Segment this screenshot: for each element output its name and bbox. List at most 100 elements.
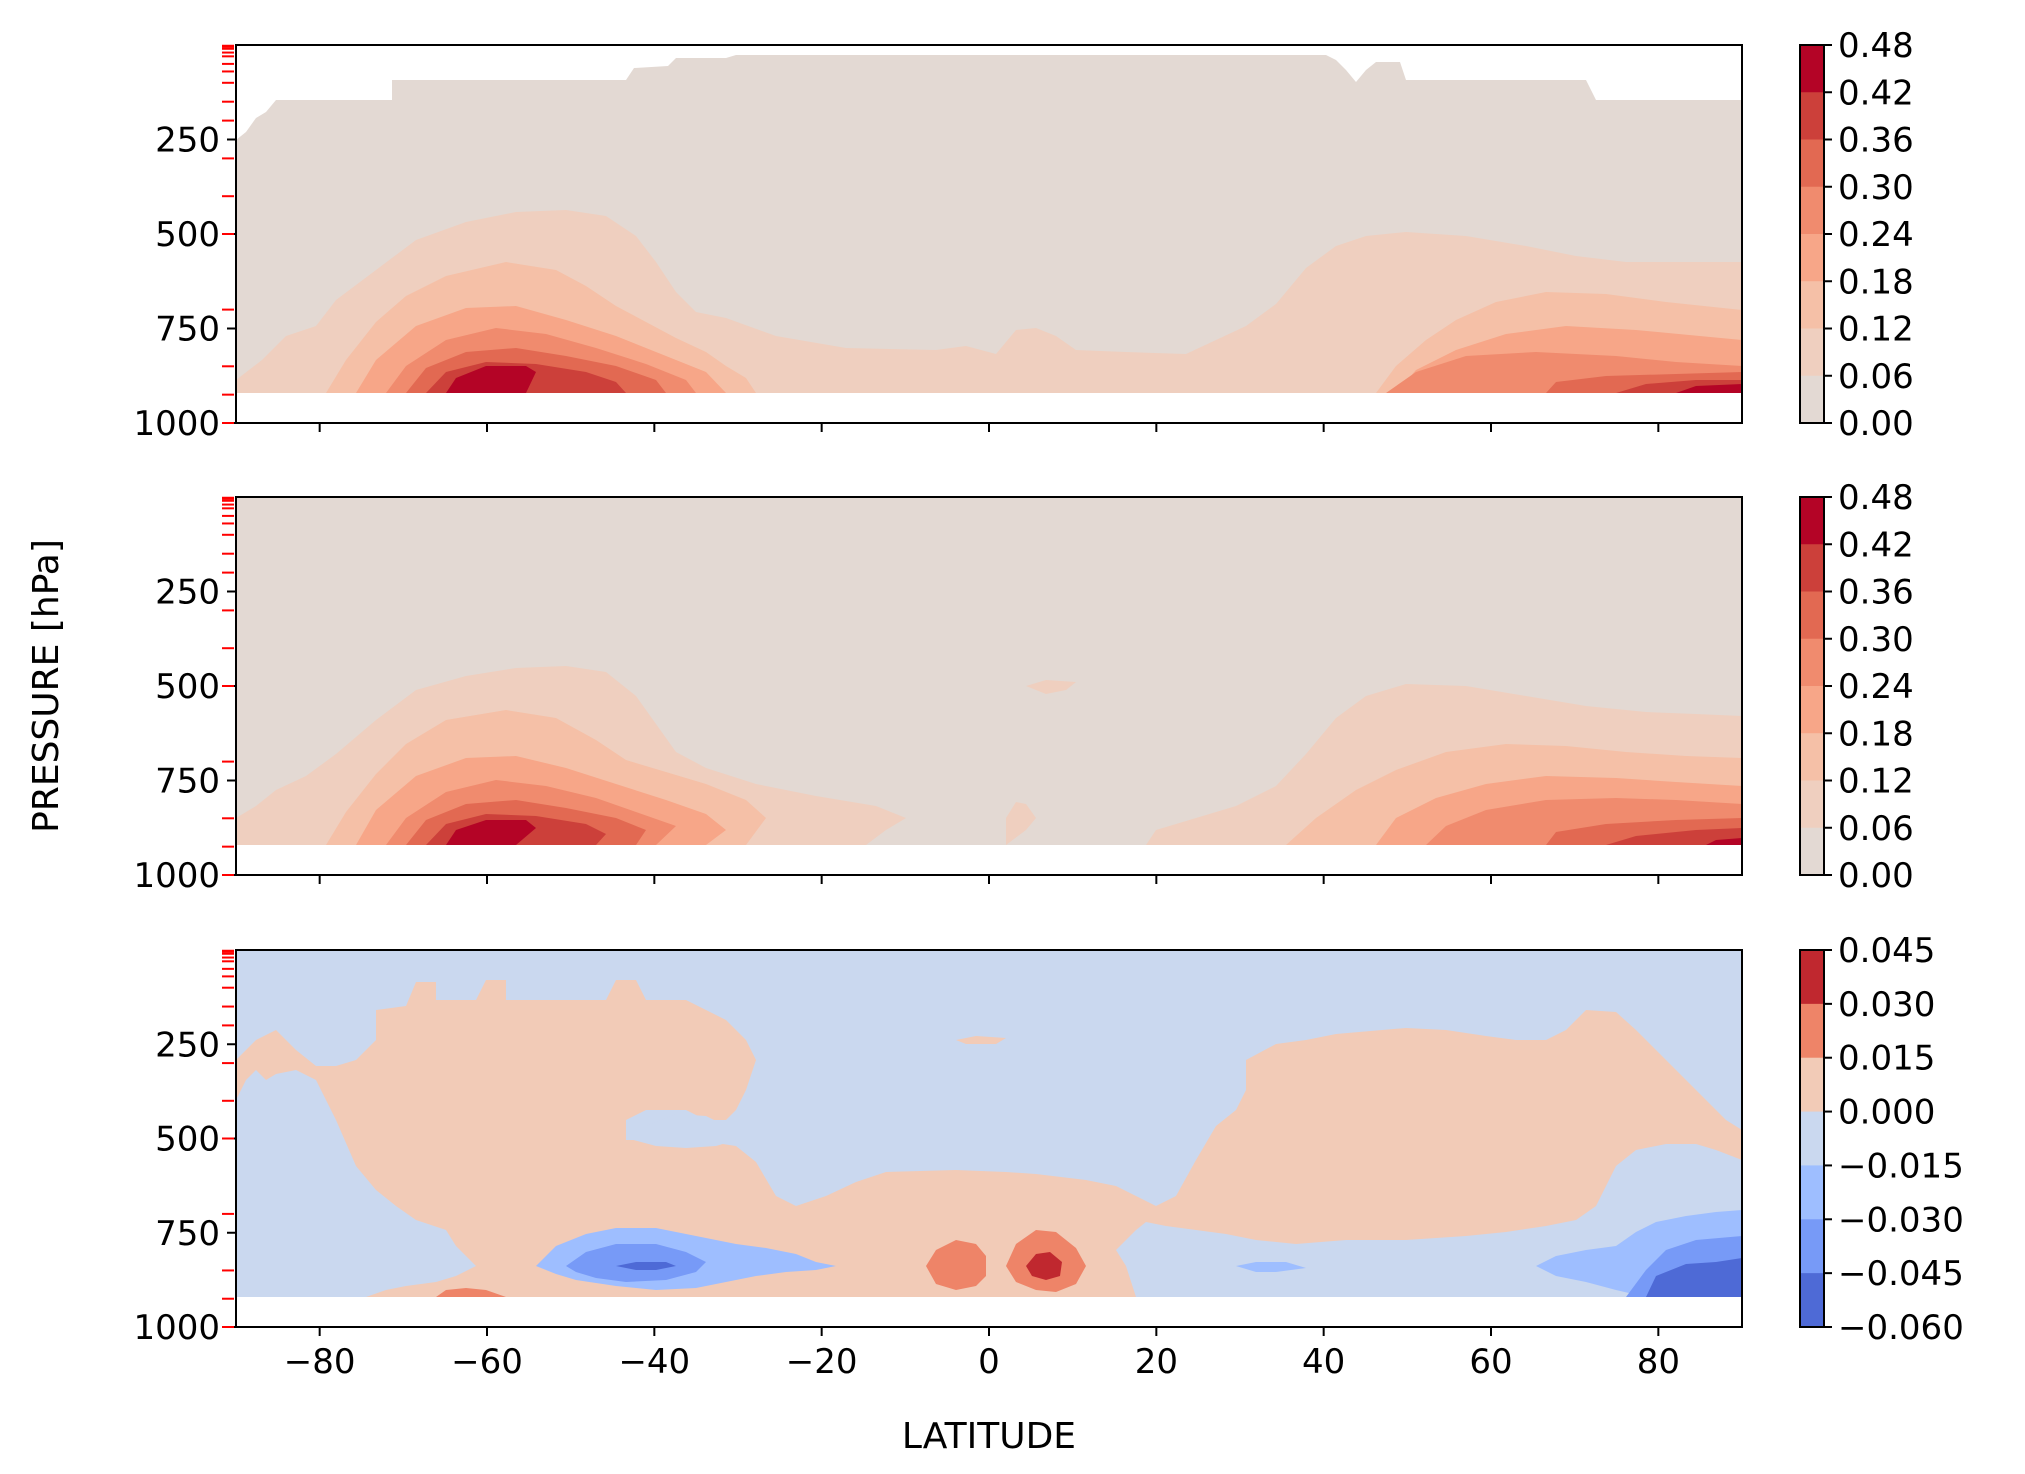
- panel-3-contour-level-neg3-right: [1646, 1258, 1742, 1297]
- y-tick-label: 500: [155, 667, 220, 707]
- panel-3-x-axis: −80 −60 −40 −20 0 20 40 60 80: [284, 1327, 1680, 1382]
- colorbar-segment: [1800, 544, 1824, 592]
- panel-1-frame: [235, 44, 1743, 424]
- panel-3-y-axis: 250 500 750 1000: [133, 949, 236, 1348]
- panel-1-contour-level-2: [326, 262, 1742, 393]
- y-tick-label: 1000: [133, 856, 220, 896]
- colorbar-tick-label: 0.24: [1838, 215, 1914, 255]
- colorbar-segment: [1800, 1057, 1824, 1113]
- colorbar-segment: [1800, 328, 1824, 377]
- colorbar-tick-label: 0.045: [1838, 931, 1935, 971]
- colorbar-tick-label: 0.06: [1838, 357, 1914, 397]
- x-tick-label: −20: [786, 1342, 858, 1382]
- colorbar-tick-label: 0.06: [1838, 809, 1914, 849]
- colorbar-tick-label: 0.00: [1838, 404, 1914, 444]
- y-tick-label: 1000: [133, 404, 220, 444]
- colorbar-tick-label: 0.12: [1838, 762, 1914, 802]
- colorbar-tick-label: −0.060: [1838, 1308, 1964, 1348]
- panel-3-contour-level-pos0: [236, 980, 1742, 1297]
- panel-2-contour-level-1b: [1026, 680, 1076, 694]
- colorbar-tick-label: −0.030: [1838, 1200, 1964, 1240]
- panel-3-contour-level-neg0-mid: [626, 1114, 736, 1148]
- y-tick-label: 500: [155, 1120, 220, 1160]
- colorbar-tick-label: 0.30: [1838, 620, 1914, 660]
- colorbar-tick-label: 0.48: [1838, 26, 1914, 66]
- panel-2-contour-level-6: [426, 814, 1742, 845]
- panel-2-x-axis: [318, 875, 1660, 884]
- colorbar-tick-label: 0.42: [1838, 525, 1914, 565]
- panel-3-contour-level-neg0-left: [236, 1070, 476, 1297]
- panel-3-colorbar: 0.045 0.030 0.015 0.000 −0.015 −0.030 −0.045 −0…: [1799, 931, 1964, 1348]
- colorbar-tick-label: 0.36: [1838, 121, 1914, 161]
- colorbar-segment: [1800, 139, 1824, 188]
- colorbar-segment: [1800, 497, 1824, 545]
- panel-3-contour-level-neg0-top: [756, 950, 1246, 1010]
- panel-2-contours: [236, 497, 1742, 845]
- y-tick-label: 500: [155, 215, 220, 255]
- colorbar-segment: [1800, 950, 1824, 1005]
- colorbar-tick-label: 0.30: [1838, 168, 1914, 208]
- colorbar-segment: [1800, 780, 1824, 829]
- panel-2-frame: [235, 496, 1743, 876]
- colorbar-segment: [1800, 591, 1824, 640]
- colorbar-tick-label: 0.030: [1838, 985, 1935, 1025]
- x-tick-label: −60: [451, 1342, 523, 1382]
- y-tick-label: 1000: [133, 1308, 220, 1348]
- panel-3: 250 500 750 1000 −80 −60 −40 −20 0 20 40 60 80 0.04…: [133, 931, 1963, 1382]
- colorbar-segment: [1800, 1003, 1824, 1059]
- x-tick-label: 40: [1302, 1342, 1345, 1382]
- colorbar-tick-label: 0.24: [1838, 667, 1914, 707]
- colorbar-tick-label: 0.48: [1838, 478, 1914, 518]
- colorbar-tick-label: 0.42: [1838, 73, 1914, 113]
- colorbar-tick-label: 0.18: [1838, 714, 1914, 754]
- colorbar-segment: [1800, 92, 1824, 140]
- panel-3-contour-level-neg3-left: [616, 1262, 676, 1270]
- colorbar-tick-label: −0.045: [1838, 1254, 1964, 1294]
- colorbar-segment: [1800, 1219, 1824, 1274]
- y-tick-label: 250: [155, 121, 220, 161]
- y-tick-label: 750: [155, 1214, 220, 1254]
- panel-1-contour-level-3: [356, 306, 1742, 393]
- colorbar-segment: [1800, 1165, 1824, 1220]
- panel-3-contour-level-pos0b: [956, 1036, 1006, 1044]
- colorbar-tick-label: 0.00: [1838, 856, 1914, 896]
- panel-2-colorbar: 0.48 0.42 0.36 0.30 0.24 0.18 0.12 0.06 0.00: [1799, 478, 1914, 896]
- x-tick-label: 20: [1135, 1342, 1178, 1382]
- colorbar-segment: [1800, 375, 1824, 424]
- x-tick-label: −40: [618, 1342, 690, 1382]
- colorbar-segment: [1800, 45, 1824, 93]
- colorbar-segment: [1800, 827, 1824, 876]
- colorbar-segment: [1800, 686, 1824, 734]
- panel-1-colorbar: 0.48 0.42 0.36 0.30 0.24 0.18 0.12 0.06 0.00: [1799, 26, 1914, 444]
- panel-1-contour-level-6: [426, 362, 1742, 393]
- panel-1-contours: [236, 55, 1742, 393]
- panel-3-contour-level-neg1-right: [1236, 1210, 1742, 1297]
- x-tick-label: 80: [1637, 1342, 1680, 1382]
- colorbar-tick-label: 0.18: [1838, 262, 1914, 302]
- panel-1-x-axis: [318, 423, 1660, 432]
- y-tick-label: 250: [155, 573, 220, 613]
- colorbar-segment: [1800, 1273, 1824, 1328]
- colorbar-tick-label: 0.000: [1838, 1093, 1935, 1133]
- colorbar-segment: [1800, 638, 1824, 687]
- colorbar-segment: [1800, 186, 1824, 235]
- panel-3-frame: [235, 949, 1743, 1328]
- y-tick-label: 250: [155, 1025, 220, 1065]
- colorbar-tick-label: −0.015: [1838, 1146, 1964, 1186]
- panel-3-contour-level-pos1: [436, 1230, 1086, 1297]
- panel-2-y-axis: 250 500 750 1000: [133, 496, 236, 896]
- panel-3-contour-level-pos2: [1026, 1252, 1062, 1280]
- colorbar-tick-label: 0.36: [1838, 573, 1914, 613]
- y-tick-label: 750: [155, 310, 220, 350]
- panel-3-contours: [236, 950, 1742, 1297]
- panel-2-contour-level-3: [356, 756, 1742, 845]
- colorbar-tick-label: 0.12: [1838, 310, 1914, 350]
- x-tick-label: 60: [1469, 1342, 1512, 1382]
- colorbar-frame: [1799, 949, 1825, 1328]
- x-axis-label: LATITUDE: [902, 1416, 1076, 1457]
- colorbar-segment: [1800, 1111, 1824, 1166]
- x-tick-label: −80: [284, 1342, 356, 1382]
